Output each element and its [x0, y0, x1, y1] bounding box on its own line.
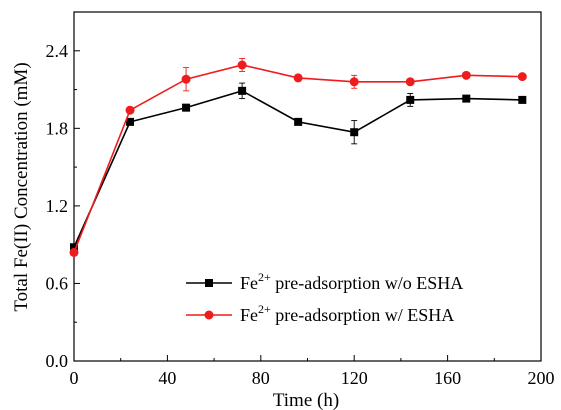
series-1 [70, 83, 526, 251]
legend-item: Fe2+ pre-adsorption w/o ESHA [186, 270, 463, 293]
series-line [74, 65, 522, 252]
data-point [518, 96, 526, 104]
x-tick-label: 200 [528, 368, 555, 388]
legend-item: Fe2+ pre-adsorption w/ ESHA [186, 302, 454, 325]
plot-area: 0 40 80 120 160 200 0.0 0.6 1.2 1.8 2.4 Fe2+ pre-ad… [46, 12, 555, 388]
y-tick-label: 2.4 [46, 41, 69, 61]
data-point [462, 71, 471, 80]
data-point [238, 87, 246, 95]
y-tick-label: 0.0 [46, 351, 69, 371]
data-point [182, 104, 190, 112]
y-axis-label: Total Fe(II) Concentration (mM) [11, 62, 32, 311]
data-point [462, 95, 470, 103]
data-point [518, 72, 527, 81]
x-tick-label: 0 [70, 368, 79, 388]
legend-label: Fe2+ pre-adsorption w/o ESHA [240, 270, 463, 293]
x-tick-label: 80 [252, 368, 270, 388]
data-point [350, 128, 358, 136]
x-tick-label: 40 [158, 368, 176, 388]
data-point [238, 60, 247, 69]
data-point [294, 118, 302, 126]
data-point [70, 248, 79, 257]
data-point [350, 77, 359, 86]
x-tick-label: 160 [434, 368, 461, 388]
x-axis-label: Time (h) [273, 390, 339, 410]
data-point [406, 77, 415, 86]
series-line [74, 91, 522, 247]
y-tick-label: 0.6 [46, 273, 69, 293]
data-point [182, 75, 191, 84]
legend-marker [205, 311, 214, 320]
y-tick-label: 1.8 [46, 118, 69, 138]
series-2 [70, 59, 527, 257]
legend-label: Fe2+ pre-adsorption w/ ESHA [240, 302, 454, 325]
data-point [294, 73, 303, 82]
x-tick-label: 120 [341, 368, 368, 388]
legend-marker [205, 279, 213, 287]
y-tick-label: 1.2 [46, 196, 69, 216]
data-point [406, 96, 414, 104]
data-point [126, 106, 135, 115]
